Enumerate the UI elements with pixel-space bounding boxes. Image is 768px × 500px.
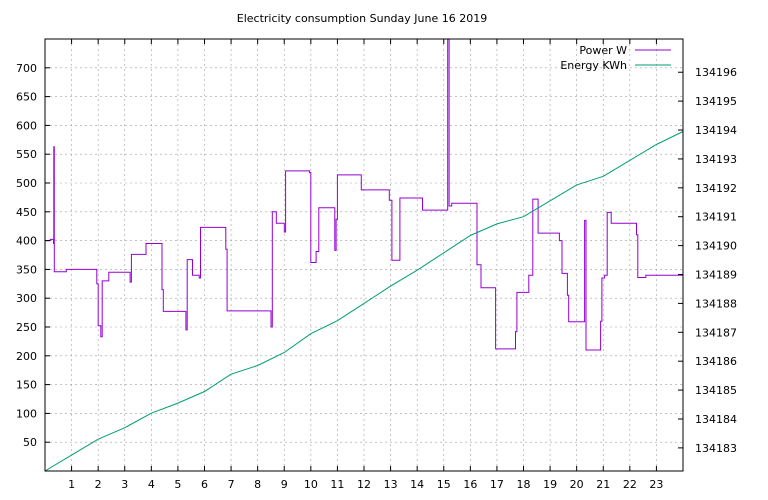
- x-tick-label: 21: [596, 478, 610, 491]
- x-tick-label: 15: [437, 478, 451, 491]
- x-tick-label: 14: [410, 478, 424, 491]
- y2-tick-label: 134189: [695, 269, 737, 282]
- x-tick-label: 19: [543, 478, 557, 491]
- x-tick-label: 12: [357, 478, 371, 491]
- x-tick-label: 5: [174, 478, 181, 491]
- y2-tick-label: 134187: [695, 326, 737, 339]
- legend-label: Power W: [579, 44, 627, 57]
- chart-title: Electricity consumption Sunday June 16 2…: [237, 12, 487, 25]
- x-tick-label: 8: [254, 478, 261, 491]
- x-tick-label: 9: [281, 478, 288, 491]
- y-tick-label: 700: [16, 62, 37, 75]
- y2-tick-label: 134184: [695, 413, 737, 426]
- y-tick-label: 150: [16, 379, 37, 392]
- x-tick-label: 3: [121, 478, 128, 491]
- legend-label: Energy KWh: [560, 59, 627, 72]
- ticks: 1 2 3 4 5 6 7 8 9 10 11 12 13 14 15 16 17 18 19 20 21 22 23501…: [16, 39, 737, 491]
- x-tick-label: 11: [330, 478, 344, 491]
- series-layer: [44, 38, 684, 472]
- y2-tick-label: 134195: [695, 95, 737, 108]
- y2-tick-label: 134193: [695, 153, 737, 166]
- y-tick-label: 500: [16, 177, 37, 190]
- y-tick-label: 100: [16, 407, 37, 420]
- series-line-energy-kwh: [44, 131, 684, 472]
- y-tick-label: 600: [16, 119, 37, 132]
- x-tick-label: 2: [95, 478, 102, 491]
- y-tick-label: 400: [16, 235, 37, 248]
- y-tick-label: 450: [16, 206, 37, 219]
- x-tick-label: 6: [201, 478, 208, 491]
- y2-tick-label: 134192: [695, 182, 737, 195]
- x-tick-label: 4: [148, 478, 155, 491]
- y2-tick-label: 134190: [695, 240, 737, 253]
- y-tick-label: 300: [16, 292, 37, 305]
- x-tick-label: 23: [649, 478, 663, 491]
- y2-tick-label: 134191: [695, 211, 737, 224]
- grid: [45, 39, 683, 471]
- legend: Power W Energy KWh: [560, 44, 671, 72]
- y2-tick-label: 134183: [695, 442, 737, 455]
- y-tick-label: 550: [16, 148, 37, 161]
- x-tick-label: 13: [384, 478, 398, 491]
- x-tick-label: 20: [570, 478, 584, 491]
- y2-tick-label: 134185: [695, 384, 737, 397]
- x-tick-label: 17: [490, 478, 504, 491]
- y2-tick-label: 134194: [695, 124, 737, 137]
- y-tick-label: 200: [16, 350, 37, 363]
- y2-tick-label: 134186: [695, 355, 737, 368]
- x-tick-label: 22: [623, 478, 637, 491]
- y-tick-label: 650: [16, 91, 37, 104]
- x-tick-label: 1: [68, 478, 75, 491]
- x-tick-label: 16: [463, 478, 477, 491]
- y2-tick-label: 134196: [695, 66, 737, 79]
- y-tick-label: 250: [16, 321, 37, 334]
- series-line-power-w: [45, 38, 683, 351]
- x-tick-label: 7: [228, 478, 235, 491]
- y-tick-label: 50: [23, 436, 37, 449]
- y-tick-label: 350: [16, 263, 37, 276]
- y2-tick-label: 134188: [695, 297, 737, 310]
- x-tick-label: 10: [304, 478, 318, 491]
- x-tick-label: 18: [517, 478, 531, 491]
